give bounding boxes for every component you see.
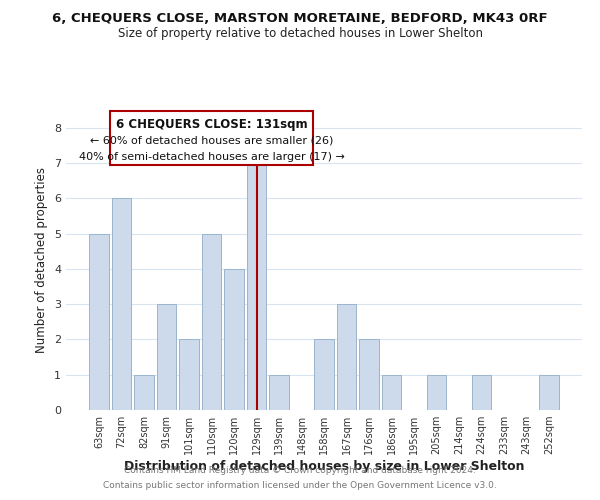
Bar bbox=[269, 374, 289, 410]
Y-axis label: Number of detached properties: Number of detached properties bbox=[35, 167, 49, 353]
Text: ← 60% of detached houses are smaller (26): ← 60% of detached houses are smaller (26… bbox=[90, 136, 333, 145]
Text: 40% of semi-detached houses are larger (17) →: 40% of semi-detached houses are larger (… bbox=[79, 152, 344, 162]
Bar bbox=[472, 374, 491, 410]
Text: Contains public sector information licensed under the Open Government Licence v3: Contains public sector information licen… bbox=[103, 481, 497, 490]
Bar bbox=[382, 374, 401, 410]
FancyBboxPatch shape bbox=[110, 110, 313, 164]
X-axis label: Distribution of detached houses by size in Lower Shelton: Distribution of detached houses by size … bbox=[124, 460, 524, 473]
Bar bbox=[247, 163, 266, 410]
Bar bbox=[202, 234, 221, 410]
Text: 6, CHEQUERS CLOSE, MARSTON MORETAINE, BEDFORD, MK43 0RF: 6, CHEQUERS CLOSE, MARSTON MORETAINE, BE… bbox=[52, 12, 548, 26]
Bar bbox=[157, 304, 176, 410]
Text: 6 CHEQUERS CLOSE: 131sqm: 6 CHEQUERS CLOSE: 131sqm bbox=[116, 118, 307, 130]
Text: Size of property relative to detached houses in Lower Shelton: Size of property relative to detached ho… bbox=[118, 28, 482, 40]
Bar bbox=[112, 198, 131, 410]
Bar bbox=[359, 340, 379, 410]
Bar bbox=[89, 234, 109, 410]
Bar bbox=[539, 374, 559, 410]
Bar bbox=[224, 269, 244, 410]
Bar bbox=[134, 374, 154, 410]
Bar bbox=[179, 340, 199, 410]
Bar bbox=[337, 304, 356, 410]
Text: Contains HM Land Registry data © Crown copyright and database right 2024.: Contains HM Land Registry data © Crown c… bbox=[124, 466, 476, 475]
Bar bbox=[427, 374, 446, 410]
Bar bbox=[314, 340, 334, 410]
